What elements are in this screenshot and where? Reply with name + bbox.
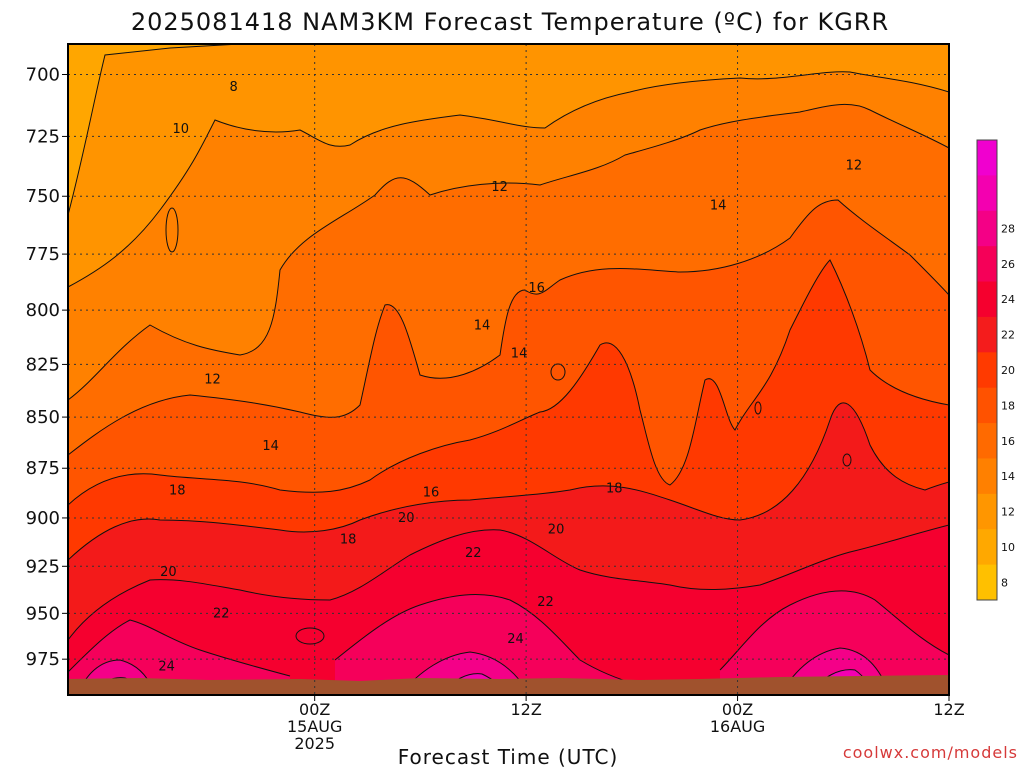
colorbar-segment: [977, 352, 997, 389]
colorbar-label: 18: [1001, 399, 1015, 412]
y-tick-label: 825: [26, 354, 60, 375]
colorbar-label: 22: [1001, 329, 1015, 342]
ground-surface: [68, 675, 949, 695]
contour-lines: [68, 44, 949, 695]
colorbar-label: 26: [1001, 258, 1015, 271]
contour-label: 22: [465, 546, 482, 561]
x-axis: 00Z15AUG202512Z00Z16AUG12Z00Z17AUG: [287, 695, 965, 753]
colorbar-segment: [977, 316, 997, 353]
credit-text: coolwx.com/models: [843, 743, 1018, 762]
contour-label: 22: [537, 595, 554, 610]
colorbar-frame: [976, 139, 998, 601]
colorbar-segment: [977, 281, 997, 318]
contour-label: 12: [846, 158, 863, 173]
contour-label: 18: [606, 481, 623, 496]
colorbar: 8 10 12 14 16 18 20 22 24 26 28: [976, 139, 1015, 601]
colorbar-label: 20: [1001, 364, 1015, 377]
contour-label: 22: [213, 606, 230, 621]
y-tick-label: 975: [26, 649, 60, 670]
band-26-28: [78, 648, 890, 695]
colorbar-segment: [977, 564, 997, 601]
colorbar-segment: [977, 175, 997, 212]
colorbar-segment: [977, 529, 997, 566]
colorbar-label: 14: [1001, 470, 1015, 483]
contour-label: 10: [172, 122, 189, 137]
contour-label: 20: [548, 523, 565, 538]
colorbar-segment: [977, 210, 997, 247]
contour-labels: 8 10 12 12 12 14 14 14 14 16 16 18 18 18 20 20 20 22 22 22 2…: [158, 80, 862, 674]
colorbar-segment: [977, 387, 997, 424]
y-axis: 700 725 750 775 800 825 850 875 900 925 950 975: [26, 65, 68, 670]
colorbar-segment: [977, 140, 997, 176]
colorbar-label: 24: [1001, 293, 1015, 306]
contour-label: 14: [474, 318, 491, 333]
contour-label: 16: [528, 281, 545, 296]
y-tick-label: 950: [26, 603, 60, 624]
plot-frame: [67, 43, 950, 696]
contour-label: 14: [511, 347, 528, 362]
colorbar-label: 12: [1001, 506, 1015, 519]
contour-label: 18: [340, 532, 357, 547]
contour-label: 16: [423, 485, 440, 500]
y-tick-label: 850: [26, 407, 60, 428]
y-tick-label: 750: [26, 186, 60, 207]
contour-label: 8: [229, 80, 237, 95]
x-tick-label: 00Z: [299, 700, 330, 719]
colorbar-segment: [977, 246, 997, 283]
contour-label: 24: [158, 659, 175, 674]
y-tick-label: 925: [26, 556, 60, 577]
colorbar-segment: [977, 458, 997, 495]
x-tick-label: 16AUG: [710, 717, 765, 736]
y-tick-label: 875: [26, 458, 60, 479]
colorbar-segment: [977, 493, 997, 530]
contour-label: 24: [507, 632, 524, 647]
contour-label: 12: [204, 372, 221, 387]
temperature-field: [68, 44, 949, 695]
x-tick-label: 12Z: [510, 700, 541, 719]
x-tick-label: 2025: [294, 734, 335, 753]
contour-label: 12: [491, 180, 508, 195]
colorbar-label: 8: [1001, 576, 1008, 589]
y-tick-label: 900: [26, 508, 60, 529]
x-tick-label: 00Z: [722, 700, 753, 719]
contour-label: 14: [262, 439, 279, 454]
colorbar-label: 10: [1001, 541, 1015, 554]
x-tick-label: 12Z: [933, 700, 964, 719]
y-tick-label: 775: [26, 244, 60, 265]
contour-label: 20: [398, 511, 415, 526]
colorbar-label: 28: [1001, 222, 1015, 235]
x-tick-label: 15AUG: [287, 717, 342, 736]
colorbar-segment: [977, 423, 997, 459]
band-24-26: [68, 590, 949, 695]
contour-label: 20: [160, 565, 177, 580]
colorbar-label: 16: [1001, 435, 1015, 448]
contour-label: 14: [710, 199, 727, 214]
y-tick-label: 700: [26, 65, 60, 86]
y-tick-label: 800: [26, 300, 60, 321]
contour-label: 18: [169, 483, 186, 498]
x-axis-label: Forecast Time (UTC): [398, 745, 619, 768]
chart-title: 2025081418 NAM3KM Forecast Temperature (…: [131, 8, 889, 36]
y-tick-label: 725: [26, 126, 60, 147]
